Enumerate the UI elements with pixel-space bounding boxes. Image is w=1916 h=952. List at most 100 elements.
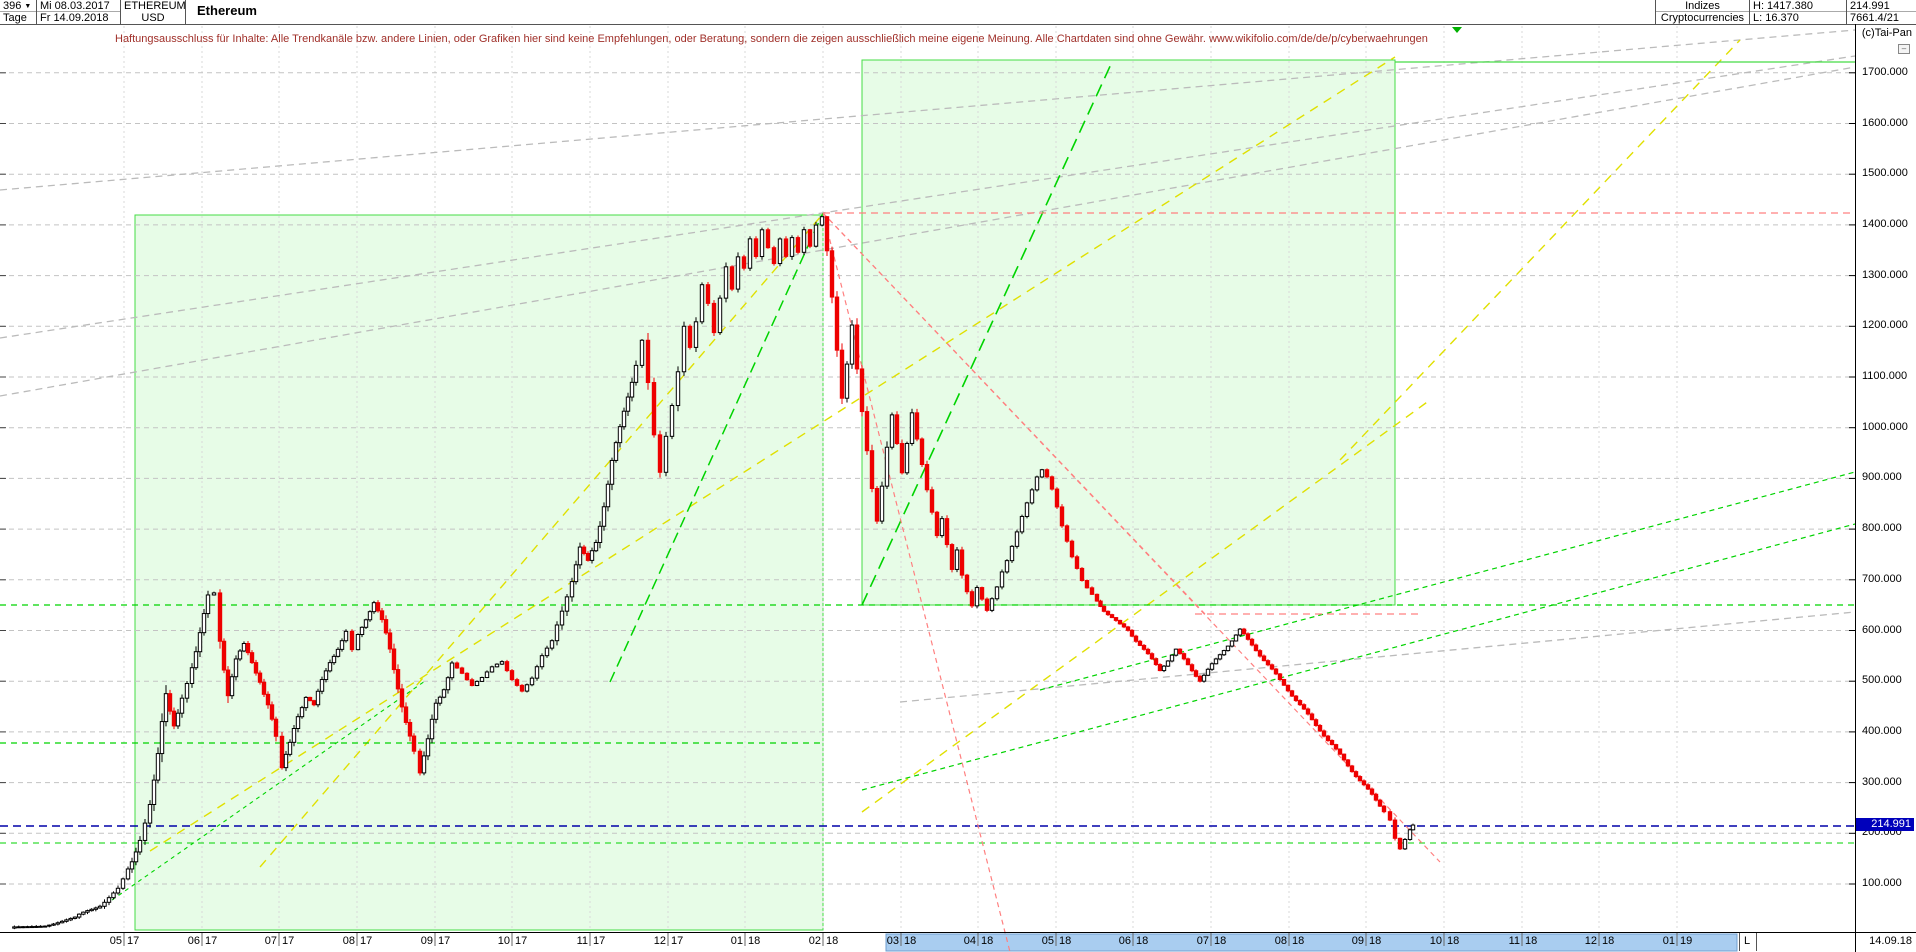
candle-down	[834, 296, 840, 351]
trend-line[interactable]	[609, 212, 824, 683]
x-axis-month-label: 05	[109, 935, 122, 947]
candle-up	[939, 518, 945, 537]
candle-up	[241, 643, 247, 652]
candle-down	[1365, 784, 1371, 790]
candle-up	[1165, 660, 1171, 667]
x-axis-year-label: 17	[671, 935, 684, 947]
candle-up	[335, 648, 341, 657]
candle-up	[295, 716, 301, 729]
timeline-highlight-zone[interactable]	[885, 933, 1738, 952]
candle-down	[944, 518, 950, 546]
end-date-label: 14.09.18	[1869, 935, 1912, 947]
x-axis-year-label: 18	[981, 935, 994, 947]
category-line1[interactable]: Indizes	[1656, 0, 1749, 12]
trend-line[interactable]	[0, 66, 1856, 397]
candle-down	[1249, 638, 1255, 646]
candle-down	[1113, 617, 1119, 621]
candle-up	[1225, 645, 1231, 652]
x-axis-month-label: 04	[963, 935, 976, 947]
candle-up	[449, 662, 455, 679]
chevron-down-icon: ▼	[24, 3, 32, 10]
candle-up	[747, 238, 753, 269]
y-axis-price-label: 1500.000	[1862, 167, 1908, 180]
candle-down	[753, 238, 759, 258]
candle-up	[539, 655, 545, 668]
candle-up	[133, 851, 139, 863]
candle-down	[1059, 506, 1065, 527]
x-axis-year-label: 18	[1369, 935, 1382, 947]
candle-down	[1325, 735, 1331, 741]
candle-down	[924, 463, 930, 491]
candle-up	[681, 325, 687, 373]
candle-down	[1084, 580, 1090, 589]
x-axis-month-label: 05	[1041, 935, 1054, 947]
candle-down	[705, 284, 711, 304]
candle-down	[1189, 664, 1195, 672]
candle-up	[339, 640, 345, 650]
candle-up	[801, 229, 807, 253]
candle-down	[459, 667, 465, 674]
minimize-button[interactable]: –	[1898, 44, 1910, 54]
trend-line[interactable]	[861, 523, 1856, 791]
date-to[interactable]: Fr 14.09.2018	[40, 12, 109, 24]
candle-down	[1141, 644, 1147, 650]
candle-up	[81, 911, 86, 915]
candle-up	[904, 442, 910, 474]
green-marker-icon	[1452, 27, 1462, 33]
trend-line[interactable]	[0, 29, 1856, 191]
candle-up	[159, 721, 165, 755]
trend-line[interactable]	[899, 611, 1856, 703]
candle-down	[407, 721, 413, 737]
candle-down	[581, 546, 587, 554]
candle-down	[1089, 587, 1095, 595]
candlesticks	[12, 216, 1416, 930]
candle-up	[849, 324, 855, 365]
x-axis-year-label: 18	[1059, 935, 1072, 947]
candle-up	[569, 581, 575, 598]
candle-up	[38, 925, 43, 928]
candle-up	[617, 426, 623, 444]
candle-down	[1145, 648, 1151, 655]
candle-up	[1213, 658, 1219, 665]
x-axis-year-label: 17	[127, 935, 140, 947]
candle-down	[807, 229, 813, 247]
candle-down	[765, 229, 771, 249]
y-axis-price-label: 700.000	[1862, 572, 1902, 585]
candle-up	[1029, 489, 1035, 504]
date-from[interactable]: Mi 08.03.2017	[37, 0, 120, 12]
candle-down	[279, 735, 285, 769]
trend-line[interactable]	[1339, 39, 1741, 461]
candle-up	[663, 435, 669, 473]
candle-up	[759, 229, 765, 258]
candle-up	[813, 224, 819, 247]
y-axis-price-label: 900.000	[1862, 471, 1902, 484]
category-line2[interactable]: Cryptocurrencies	[1660, 12, 1745, 24]
trend-line[interactable]	[0, 55, 1856, 339]
trend-line[interactable]	[149, 56, 1396, 852]
candle-up	[474, 680, 480, 687]
x-axis-month-label: 07	[1196, 935, 1209, 947]
candle-up	[1402, 838, 1408, 850]
candle-up	[12, 926, 17, 929]
candle-up	[68, 917, 73, 921]
candle-up	[499, 661, 505, 665]
candle-up	[299, 707, 305, 718]
candle-up	[974, 587, 980, 607]
candle-down	[729, 266, 735, 290]
candle-down	[1321, 730, 1327, 737]
low-value: L: 16.370	[1753, 12, 1799, 24]
candle-up	[621, 410, 627, 428]
bars-count-dropdown[interactable]: 396 ▼	[0, 0, 36, 12]
candle-down	[1094, 593, 1100, 602]
candle-down	[854, 324, 860, 370]
candle-up	[1034, 476, 1040, 491]
trend-line[interactable]	[861, 399, 1431, 813]
candle-down	[711, 302, 717, 334]
candle-up	[789, 237, 795, 257]
candle-up	[303, 696, 309, 709]
candle-down	[839, 349, 845, 399]
trend-line[interactable]	[1039, 471, 1856, 691]
x-axis-month-label: 11	[1508, 935, 1520, 947]
timeframe-dropdown[interactable]: Tage ▼	[3, 12, 27, 24]
